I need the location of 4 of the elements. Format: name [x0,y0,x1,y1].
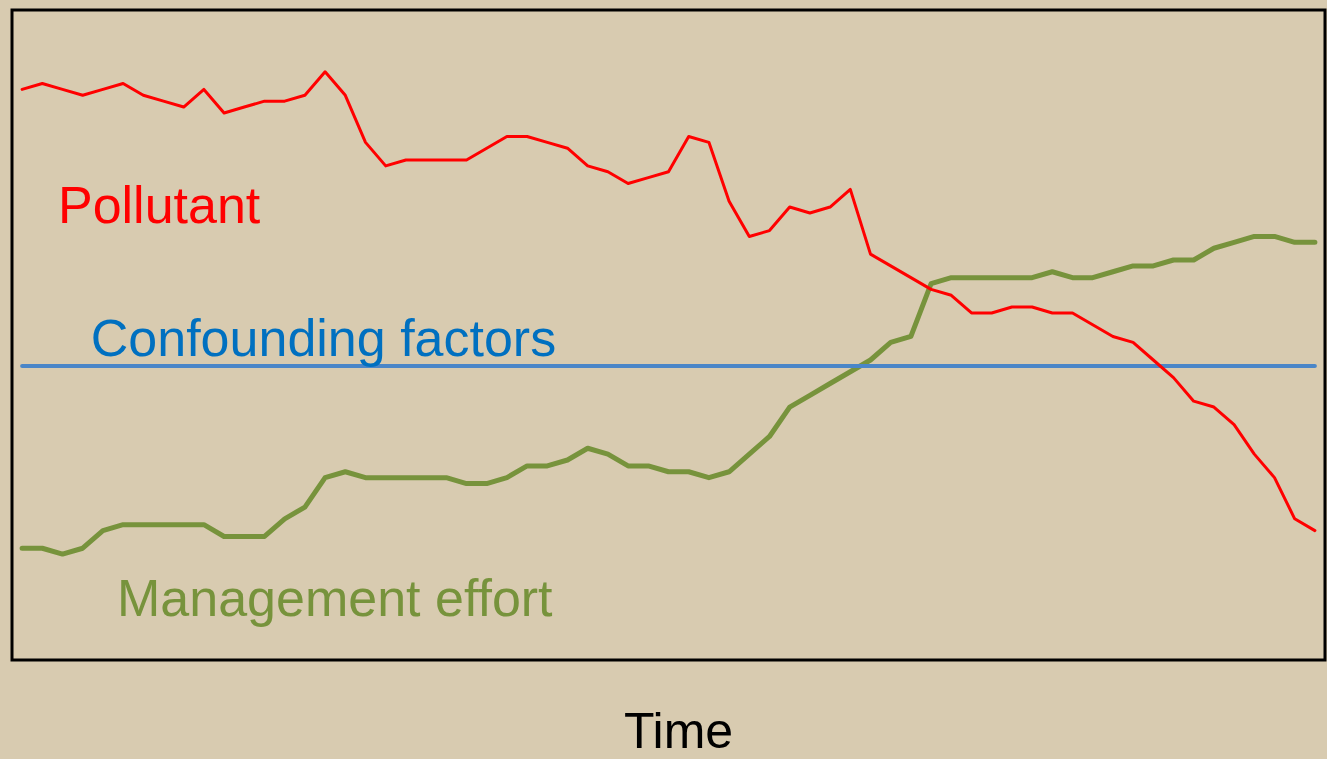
series-label: Confounding factors [90,308,557,367]
series-label: Pollutant [57,175,261,234]
series-label: Management effort [117,568,554,627]
x-axis-title: Time [623,702,734,759]
